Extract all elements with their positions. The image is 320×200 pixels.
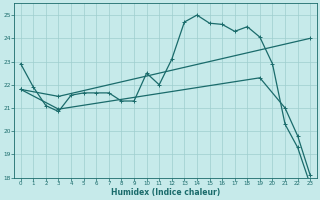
X-axis label: Humidex (Indice chaleur): Humidex (Indice chaleur) xyxy=(111,188,220,197)
